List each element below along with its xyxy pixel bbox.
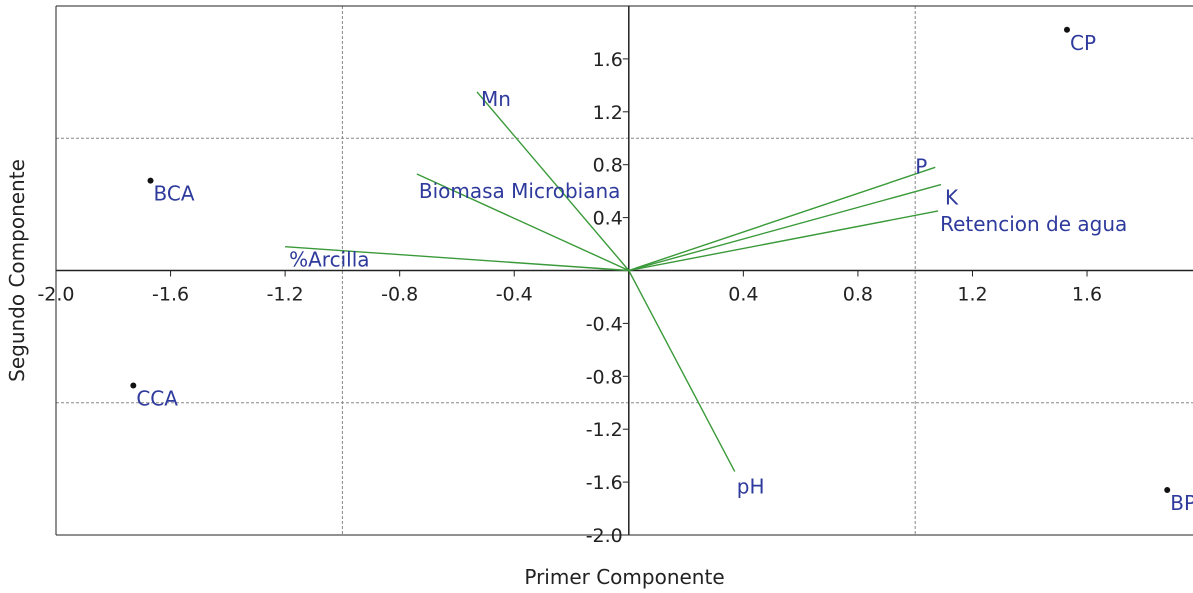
y-tick-label: 0.8 (593, 155, 623, 177)
x-tick-label: -1.2 (267, 284, 304, 306)
vector-line-mn (476, 91, 630, 271)
y-tick-label: -1.6 (586, 472, 623, 494)
score-point-cca (130, 382, 137, 389)
vector-line-ph (628, 270, 736, 472)
y-tick-label: -1.2 (586, 419, 623, 441)
vector-label: Retencion de agua (940, 212, 1127, 236)
labels: Mn Biomasa Microbiana %Arcilla PKRetencion … (136, 31, 1193, 515)
x-tick-label: 0.4 (728, 284, 758, 306)
y-tick-label: -2.0 (586, 525, 623, 547)
vector-label: pH (737, 475, 765, 499)
vector-label: %Arcilla (289, 248, 369, 272)
score-points (130, 26, 1171, 494)
vector-label: P (915, 154, 927, 178)
score-point-bca (147, 177, 154, 184)
point-label: CP (1070, 31, 1096, 55)
y-tick-label: 1.6 (593, 49, 623, 71)
x-tick-label: -2.0 (37, 284, 74, 306)
y-tick-label: 1.2 (593, 102, 623, 124)
vector-line-k (628, 183, 942, 272)
x-tick-label: 1.2 (957, 284, 987, 306)
y-axis-title: Segundo Componente (5, 159, 29, 382)
x-axis-title: Primer Componente (524, 565, 724, 589)
point-label: CCA (136, 387, 178, 411)
loading-vectors (285, 91, 942, 472)
x-tick-label: 1.6 (1072, 284, 1102, 306)
grid-lines (56, 6, 1193, 535)
point-label: BP (1170, 491, 1193, 515)
vector-line-p (628, 166, 936, 272)
y-tick-label: 0.4 (593, 208, 623, 230)
x-tick-label: -0.8 (381, 284, 418, 306)
x-tick-label: -0.4 (496, 284, 533, 306)
vector-label: Biomasa Microbiana (419, 179, 621, 203)
axes: -2.0 -1.6 -1.2 -0.8 -0.4 0.4 0.8 1.2 1.6 1.6 1.2 0.… (37, 6, 1193, 547)
score-point-cp (1063, 26, 1070, 33)
score-point-bp (1164, 487, 1171, 494)
y-tick-label: -0.4 (586, 313, 623, 335)
vector-line--arcilla (285, 245, 629, 272)
x-tick-label: 0.8 (843, 284, 873, 306)
vector-label: Mn (481, 87, 511, 111)
point-label: BCA (154, 182, 195, 206)
y-tick-label: -0.8 (586, 366, 623, 388)
vector-line-biomasa-microbiana (416, 173, 630, 272)
vector-label: K (945, 186, 959, 210)
x-tick-label: -1.6 (152, 284, 189, 306)
vector-line-retencion-de-agua (628, 210, 939, 272)
